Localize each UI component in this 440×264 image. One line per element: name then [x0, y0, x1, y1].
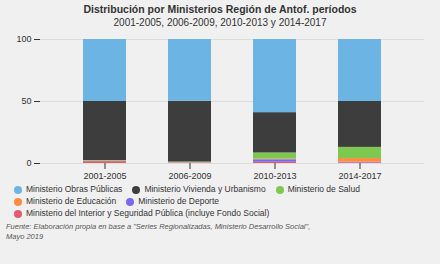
html-text:Ministerio Vivienda y Urbanism: Ministerio Vivienda y Urbanismo: [144, 184, 266, 194]
svg-text:2001-2005: 2001-2005: [83, 171, 126, 181]
html-text:Ministerio de Educación: Ministerio de Educación: [26, 196, 117, 206]
svg-text:50: 50: [21, 96, 31, 106]
html-text:Ministerio Obras Públicas: Ministerio Obras Públicas: [26, 184, 123, 194]
svg-text:100: 100: [16, 34, 31, 44]
html-text:Distribución por Ministerios R: Distribución por Ministerios Región de A…: [83, 3, 357, 15]
html-text:2001-2005, 2006-2009, 2010-201: 2001-2005, 2006-2009, 2010-2013 y 2014-2…: [113, 17, 327, 28]
svg-text:2014-2017: 2014-2017: [338, 171, 381, 181]
svg-text:2010-2013: 2010-2013: [253, 171, 296, 181]
html-text:Ministerio de Salud: Ministerio de Salud: [287, 184, 360, 194]
svg-text:0: 0: [26, 158, 31, 168]
html-text:Ministerio del Interior y Segu: Ministerio del Interior y Seguridad Públ…: [26, 208, 270, 218]
html-text:Fuente: Elaboración propia en: Fuente: Elaboración propia en base a "Se…: [6, 222, 311, 241]
svg-text:2006-2009: 2006-2009: [168, 171, 211, 181]
html-text:Ministerio de Deporte: Ministerio de Deporte: [138, 196, 219, 206]
